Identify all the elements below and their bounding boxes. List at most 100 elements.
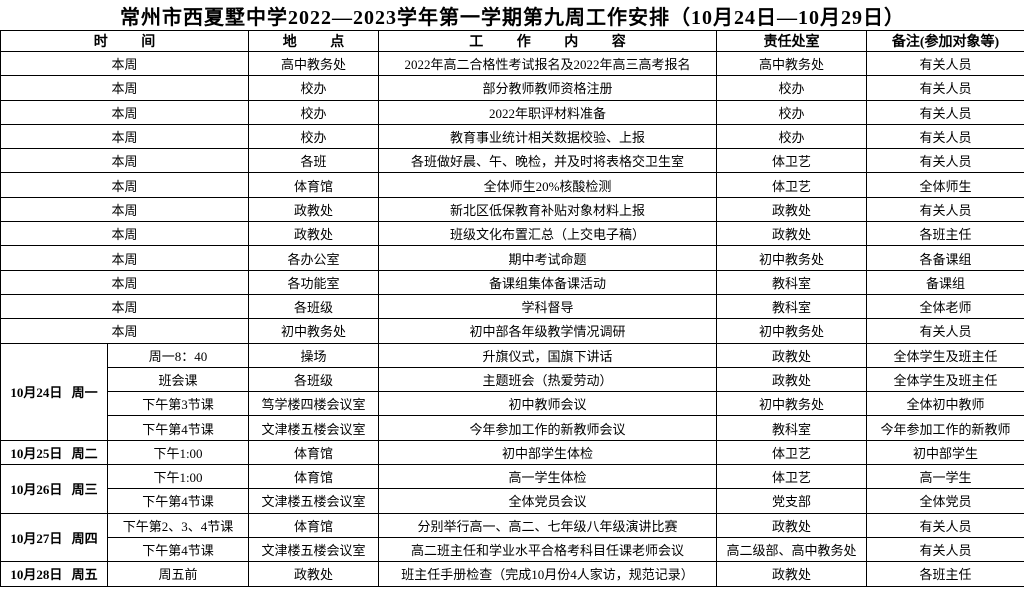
weekly-row: 本周 体育馆 全体师生20%核酸检测 体卫艺 全体师生 bbox=[0, 172, 1024, 198]
day-row: 10月27日 周四 下午第2、3、4节课 体育馆 分别举行高一、高二、七年级八年级演讲… bbox=[0, 512, 1024, 563]
time-cell: 下午第4节课 bbox=[107, 415, 249, 441]
weekly-row: 本周 各班级 学科督导 教科室 全体老师 bbox=[0, 293, 1024, 320]
weekly-row: 本周 各功能室 备课组集体备课活动 教科室 备课组 bbox=[0, 269, 1024, 295]
note-cell: 有关人员 bbox=[865, 512, 1024, 538]
department-cell: 体卫艺 bbox=[716, 464, 867, 490]
note-cell: 各备课组 bbox=[865, 245, 1024, 271]
date-cell: 10月28日 周五 bbox=[0, 561, 108, 587]
date-cell: 10月24日 周一 bbox=[0, 342, 108, 441]
time-cell: 下午1:00 bbox=[107, 439, 249, 466]
time-cell: 周一8：40 bbox=[107, 342, 249, 368]
time-cell: 周五前 bbox=[107, 561, 249, 587]
content-cell: 班主任手册检查（完成10月份4人家访，规范记录） bbox=[378, 561, 717, 587]
department-cell: 校办 bbox=[716, 123, 867, 150]
note-cell: 全体初中教师 bbox=[865, 391, 1024, 417]
note-cell: 有关人员 bbox=[865, 99, 1024, 125]
time-cell: 本周 bbox=[0, 245, 249, 271]
content-cell: 初中教师会议 bbox=[378, 391, 717, 417]
place-cell: 体育馆 bbox=[248, 439, 379, 466]
day-row: 10月26日 周三 下午1:00 体育馆 高一学生体检 体卫艺 高一学生 bbox=[0, 464, 1024, 514]
place-cell: 体育馆 bbox=[248, 512, 379, 538]
department-cell: 教科室 bbox=[716, 269, 867, 295]
content-cell: 班级文化布置汇总（上交电子稿） bbox=[378, 221, 717, 247]
weekly-row: 本周 各办公室 期中考试命题 初中教务处 各备课组 bbox=[0, 245, 1024, 271]
content-cell: 高二班主任和学业水平合格考科目任课老师会议 bbox=[378, 536, 717, 563]
place-cell: 文津楼五楼会议室 bbox=[248, 488, 379, 514]
department-cell: 高中教务处 bbox=[716, 50, 867, 77]
note-cell: 有关人员 bbox=[865, 148, 1024, 174]
time-cell: 本周 bbox=[0, 123, 249, 150]
date-cell: 10月27日 周四 bbox=[0, 512, 108, 563]
time-cell: 下午第4节课 bbox=[107, 536, 249, 563]
place-cell: 体育馆 bbox=[248, 464, 379, 490]
content-cell: 主题班会（热爱劳动） bbox=[378, 366, 717, 393]
department-cell: 教科室 bbox=[716, 415, 867, 441]
department-cell: 体卫艺 bbox=[716, 172, 867, 198]
place-cell: 各办公室 bbox=[248, 245, 379, 271]
department-cell: 政教处 bbox=[716, 512, 867, 538]
day-row: 班会课 各班级 主题班会（热爱劳动） 政教处 全体学生及班主任 bbox=[1, 366, 1024, 393]
department-cell: 初中教务处 bbox=[716, 318, 867, 344]
note-cell: 有关人员 bbox=[865, 123, 1024, 150]
weekly-row: 本周 政教处 新北区低保教育补贴对象材料上报 政教处 有关人员 bbox=[0, 196, 1024, 223]
time-cell: 本周 bbox=[0, 293, 249, 320]
department-cell: 政教处 bbox=[716, 366, 867, 393]
content-cell: 2022年高二合格性考试报名及2022年高三高考报名 bbox=[378, 50, 717, 77]
content-cell: 各班做好晨、午、晚检，并及时将表格交卫生室 bbox=[378, 148, 717, 174]
note-cell: 全体党员 bbox=[865, 488, 1024, 514]
place-cell: 校办 bbox=[248, 123, 379, 150]
column-header: 责任处室 bbox=[716, 30, 867, 52]
department-cell: 校办 bbox=[716, 75, 867, 101]
place-cell: 各班级 bbox=[248, 366, 379, 393]
department-cell: 初中教务处 bbox=[716, 391, 867, 417]
note-cell: 有关人员 bbox=[865, 75, 1024, 101]
place-cell: 政教处 bbox=[248, 196, 379, 223]
header-row: 时 间地 点工 作 内 容责任处室 备注(参加对象等) bbox=[0, 30, 1024, 52]
time-cell: 本周 bbox=[0, 99, 249, 125]
place-cell: 各班级 bbox=[248, 293, 379, 320]
weekly-row: 本周 校办 2022年职评材料准备 校办 有关人员 bbox=[0, 99, 1024, 125]
content-cell: 初中部学生体检 bbox=[378, 439, 717, 466]
content-cell: 升旗仪式，国旗下讲话 bbox=[378, 342, 717, 368]
content-cell: 期中考试命题 bbox=[378, 245, 717, 271]
department-cell: 体卫艺 bbox=[716, 148, 867, 174]
place-cell: 政教处 bbox=[248, 561, 379, 587]
department-cell: 政教处 bbox=[716, 196, 867, 223]
note-cell: 全体老师 bbox=[865, 293, 1024, 320]
time-cell: 本周 bbox=[0, 221, 249, 247]
place-cell: 政教处 bbox=[248, 221, 379, 247]
department-cell: 党支部 bbox=[716, 488, 867, 514]
column-header: 工 作 内 容 bbox=[378, 30, 717, 52]
time-cell: 本周 bbox=[0, 75, 249, 101]
note-cell: 全体学生及班主任 bbox=[865, 342, 1024, 368]
date-cell: 10月26日 周三 bbox=[0, 464, 108, 514]
time-cell: 本周 bbox=[0, 172, 249, 198]
column-header: 地 点 bbox=[248, 30, 379, 52]
content-cell: 分别举行高一、高二、七年级八年级演讲比赛 bbox=[378, 512, 717, 538]
weekly-row: 本周 政教处 班级文化布置汇总（上交电子稿） 政教处 各班主任 bbox=[0, 221, 1024, 247]
note-cell: 备课组 bbox=[865, 269, 1024, 295]
note-cell: 全体师生 bbox=[865, 172, 1024, 198]
title: 常州市西夏墅中学2022—2023学年第一学期第九周工作安排（10月24日—10… bbox=[0, 0, 1024, 31]
day-row: 下午第4节课 文津楼五楼会议室 全体党员会议 党支部 全体党员 bbox=[1, 488, 1024, 514]
department-cell: 初中教务处 bbox=[716, 245, 867, 271]
content-cell: 2022年职评材料准备 bbox=[378, 99, 717, 125]
department-cell: 教科室 bbox=[716, 293, 867, 320]
day-row: 下午第4节课 文津楼五楼会议室 今年参加工作的新教师会议 教科室 今年参加工作的新教师 bbox=[1, 415, 1024, 441]
content-cell: 新北区低保教育补贴对象材料上报 bbox=[378, 196, 717, 223]
note-cell: 有关人员 bbox=[865, 536, 1024, 563]
note-cell: 高一学生 bbox=[865, 464, 1024, 490]
time-cell: 本周 bbox=[0, 50, 249, 77]
note-cell: 有关人员 bbox=[865, 318, 1024, 344]
weekly-row: 本周 各班 各班做好晨、午、晚检，并及时将表格交卫生室 体卫艺 有关人员 bbox=[0, 148, 1024, 174]
day-row: 10月28日 周五 周五前 政教处 班主任手册检查（完成10月份4人家访，规范记录）政… bbox=[0, 561, 1024, 587]
content-cell: 教育事业统计相关数据校验、上报 bbox=[378, 123, 717, 150]
time-cell: 下午1:00 bbox=[107, 464, 249, 490]
note-cell: 各班主任 bbox=[865, 561, 1024, 587]
note-cell: 初中部学生 bbox=[865, 439, 1024, 466]
time-cell: 下午第4节课 bbox=[107, 488, 249, 514]
place-cell: 校办 bbox=[248, 99, 379, 125]
place-cell: 各功能室 bbox=[248, 269, 379, 295]
column-header: 备注(参加对象等) bbox=[865, 30, 1024, 52]
